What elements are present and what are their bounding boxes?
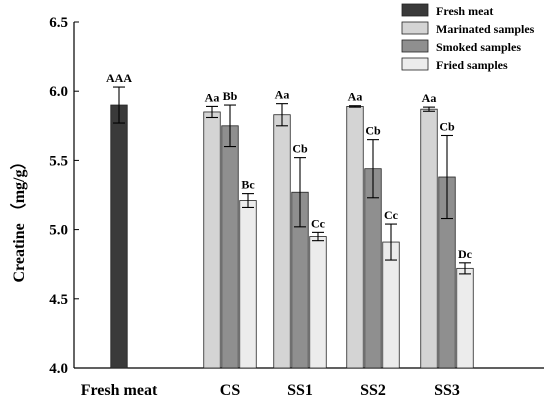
x-category-label: SS3 [434, 382, 460, 399]
x-category-label: SS2 [360, 382, 386, 399]
y-axis-title-text: Creatine （mg/g） [10, 153, 28, 282]
data-label: Cb [292, 142, 308, 156]
legend-swatch [401, 3, 429, 17]
x-category-label: Fresh meat [81, 382, 158, 399]
legend: Fresh meat Marinated samples Smoked sample… [401, 3, 535, 72]
legend-label: Smoked samples [436, 40, 521, 54]
data-label: Cc [311, 216, 326, 230]
y-tick-label: 4.5 [49, 292, 68, 308]
legend-swatch [401, 39, 429, 53]
data-label: Cb [365, 124, 381, 138]
data-label: Cc [384, 208, 399, 222]
y-tick-label: 6.0 [49, 84, 68, 100]
legend-label: Marinated samples [436, 22, 535, 36]
bar [221, 125, 239, 369]
bar [420, 108, 438, 369]
y-tick-label: 5.0 [49, 223, 68, 239]
bar [309, 236, 327, 369]
legend-swatch [401, 57, 429, 71]
y-tick-label: 6.5 [49, 15, 68, 31]
data-label: Cb [439, 119, 455, 133]
legend-swatch [401, 21, 429, 35]
data-label: Bb [223, 89, 238, 103]
data-label: AAA [106, 71, 132, 85]
bar [456, 267, 474, 369]
y-tick-label: 5.5 [49, 153, 68, 169]
data-label: Bc [241, 178, 255, 192]
axes: 4.0 4.5 5.0 5.5 6.0 6.5 Fresh meat CS SS1 SS2 SS3 [49, 15, 544, 399]
bar [273, 114, 291, 369]
legend-label: Fresh meat [436, 4, 493, 18]
bar [239, 200, 257, 369]
bar [346, 106, 364, 369]
y-axis-title: Creatine （mg/g） [10, 153, 28, 282]
bar [203, 111, 221, 369]
data-label: Aa [348, 90, 363, 104]
data-label: Aa [422, 91, 437, 105]
x-category-label: CS [220, 382, 241, 399]
x-category-label: SS1 [287, 382, 313, 399]
data-label: Dc [458, 247, 473, 261]
bar [382, 241, 400, 369]
data-label: Aa [275, 88, 290, 102]
bar [110, 104, 128, 369]
y-tick-label: 4.0 [49, 361, 68, 377]
legend-label: Fried samples [436, 58, 508, 72]
data-label: Aa [205, 90, 220, 104]
bar [364, 168, 382, 369]
